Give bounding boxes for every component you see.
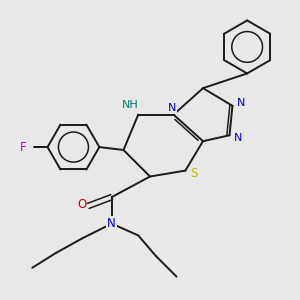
Text: N: N bbox=[107, 217, 116, 230]
Text: NH: NH bbox=[122, 100, 138, 110]
Text: N: N bbox=[168, 103, 176, 113]
Text: O: O bbox=[77, 198, 86, 211]
Text: N: N bbox=[234, 133, 242, 143]
Text: F: F bbox=[20, 141, 27, 154]
Text: N: N bbox=[236, 98, 245, 108]
Text: S: S bbox=[190, 167, 198, 180]
